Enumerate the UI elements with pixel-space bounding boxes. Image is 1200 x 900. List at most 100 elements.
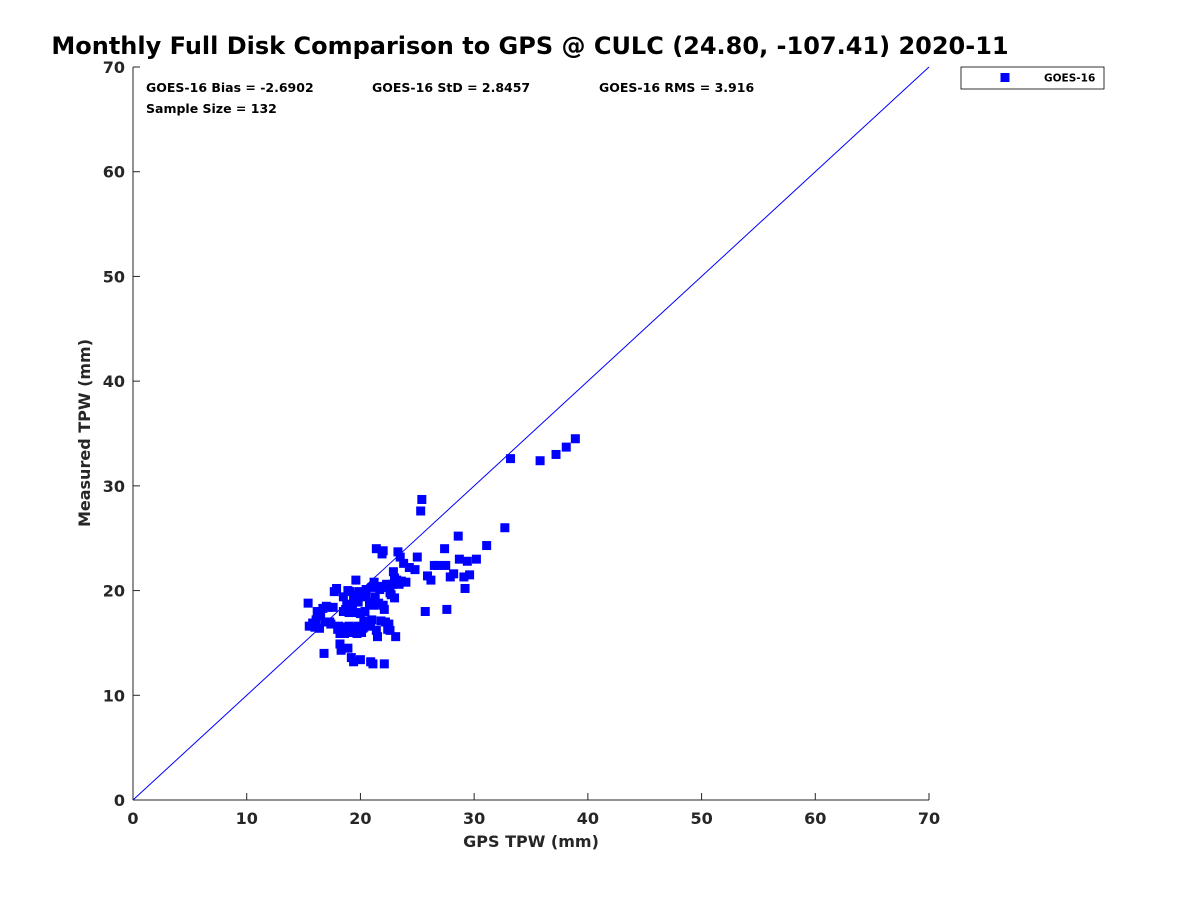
data-point bbox=[343, 586, 353, 596]
x-tick-label: 60 bbox=[804, 809, 826, 828]
data-point bbox=[441, 560, 451, 570]
x-axis-label: GPS TPW (mm) bbox=[463, 832, 599, 851]
data-point bbox=[353, 621, 363, 631]
data-point bbox=[369, 600, 379, 610]
data-point bbox=[433, 560, 443, 570]
x-tick-label: 50 bbox=[690, 809, 712, 828]
data-point bbox=[367, 582, 377, 592]
data-point bbox=[372, 632, 382, 642]
y-tick-label: 10 bbox=[103, 686, 125, 705]
data-point bbox=[347, 627, 357, 637]
data-point bbox=[321, 601, 331, 611]
data-point bbox=[417, 494, 427, 504]
data-point bbox=[347, 602, 357, 612]
annotation-bias: GOES-16 Bias = -2.6902 bbox=[146, 80, 314, 95]
data-point bbox=[420, 607, 430, 617]
data-point bbox=[453, 531, 463, 541]
data-point bbox=[449, 569, 459, 579]
data-point bbox=[390, 593, 400, 603]
data-point bbox=[378, 546, 388, 556]
data-point bbox=[303, 598, 313, 608]
legend: GOES-16 bbox=[960, 66, 1105, 90]
data-point bbox=[351, 608, 361, 618]
data-point bbox=[376, 616, 386, 626]
data-point bbox=[375, 585, 385, 595]
data-point bbox=[310, 622, 320, 632]
data-point bbox=[355, 609, 365, 619]
legend-label: GOES-16 bbox=[1044, 73, 1095, 85]
data-point bbox=[383, 582, 393, 592]
data-point bbox=[349, 657, 359, 667]
data-point bbox=[369, 577, 379, 587]
data-point bbox=[388, 567, 398, 577]
legend-box bbox=[960, 66, 1105, 90]
annotation-rms: GOES-16 RMS = 3.916 bbox=[599, 80, 754, 95]
data-point bbox=[506, 454, 516, 464]
data-point bbox=[385, 588, 395, 598]
x-tick-label: 70 bbox=[918, 809, 940, 828]
data-point bbox=[337, 622, 347, 632]
data-point bbox=[379, 659, 389, 669]
data-point bbox=[316, 611, 326, 621]
y-tick-label: 70 bbox=[103, 58, 125, 77]
data-point bbox=[482, 541, 492, 551]
data-point bbox=[370, 592, 380, 602]
plot-area: 0 10 20 30 40 50 60 70 0 10 20 30 40 50 60 70 bbox=[103, 58, 940, 828]
data-point bbox=[394, 579, 404, 589]
data-point bbox=[371, 625, 381, 635]
data-point bbox=[368, 659, 378, 669]
x-tick-label: 40 bbox=[577, 809, 599, 828]
data-point bbox=[391, 632, 401, 642]
data-point bbox=[361, 585, 371, 595]
data-point bbox=[399, 558, 409, 568]
data-point bbox=[335, 639, 345, 649]
chart-title: Monthly Full Disk Comparison to GPS @ CU… bbox=[51, 32, 1008, 60]
data-point bbox=[465, 570, 475, 580]
data-point bbox=[338, 607, 348, 617]
data-point bbox=[358, 623, 368, 633]
data-point bbox=[353, 597, 363, 607]
data-point bbox=[401, 577, 411, 587]
data-point bbox=[383, 624, 393, 634]
x-tick-label: 0 bbox=[127, 809, 138, 828]
data-point bbox=[367, 615, 377, 625]
data-point bbox=[338, 592, 348, 602]
data-point bbox=[336, 645, 346, 655]
data-point bbox=[371, 544, 381, 554]
annotation-std: GOES-16 StD = 2.8457 bbox=[372, 80, 530, 95]
x-tick-label: 10 bbox=[236, 809, 258, 828]
data-point bbox=[442, 604, 452, 614]
data-point bbox=[460, 583, 470, 593]
data-point bbox=[374, 598, 384, 608]
legend-marker bbox=[1000, 73, 1010, 82]
data-point bbox=[412, 552, 422, 562]
data-point bbox=[551, 449, 561, 459]
data-point bbox=[471, 554, 481, 564]
data-point bbox=[387, 579, 397, 589]
data-point bbox=[335, 629, 345, 639]
annotation-sample-size: Sample Size = 132 bbox=[146, 101, 277, 116]
data-point bbox=[355, 655, 365, 665]
y-tick-label: 60 bbox=[103, 163, 125, 182]
data-point bbox=[404, 563, 414, 573]
data-point bbox=[459, 572, 469, 582]
data-point bbox=[365, 599, 375, 609]
x-tick-label: 30 bbox=[463, 809, 485, 828]
data-point bbox=[379, 604, 389, 614]
data-point bbox=[344, 608, 354, 618]
data-point bbox=[410, 565, 420, 575]
data-point bbox=[352, 590, 362, 600]
data-point bbox=[500, 523, 510, 533]
data-point bbox=[311, 615, 321, 625]
data-point bbox=[360, 607, 370, 617]
y-tick-label: 30 bbox=[103, 477, 125, 496]
data-point bbox=[535, 456, 545, 466]
data-point bbox=[320, 617, 330, 627]
y-tick-label: 50 bbox=[103, 267, 125, 286]
data-point bbox=[440, 544, 450, 554]
data-point bbox=[326, 619, 336, 629]
y-tick-label: 0 bbox=[114, 791, 125, 810]
data-point bbox=[344, 621, 354, 631]
data-point bbox=[561, 442, 571, 452]
